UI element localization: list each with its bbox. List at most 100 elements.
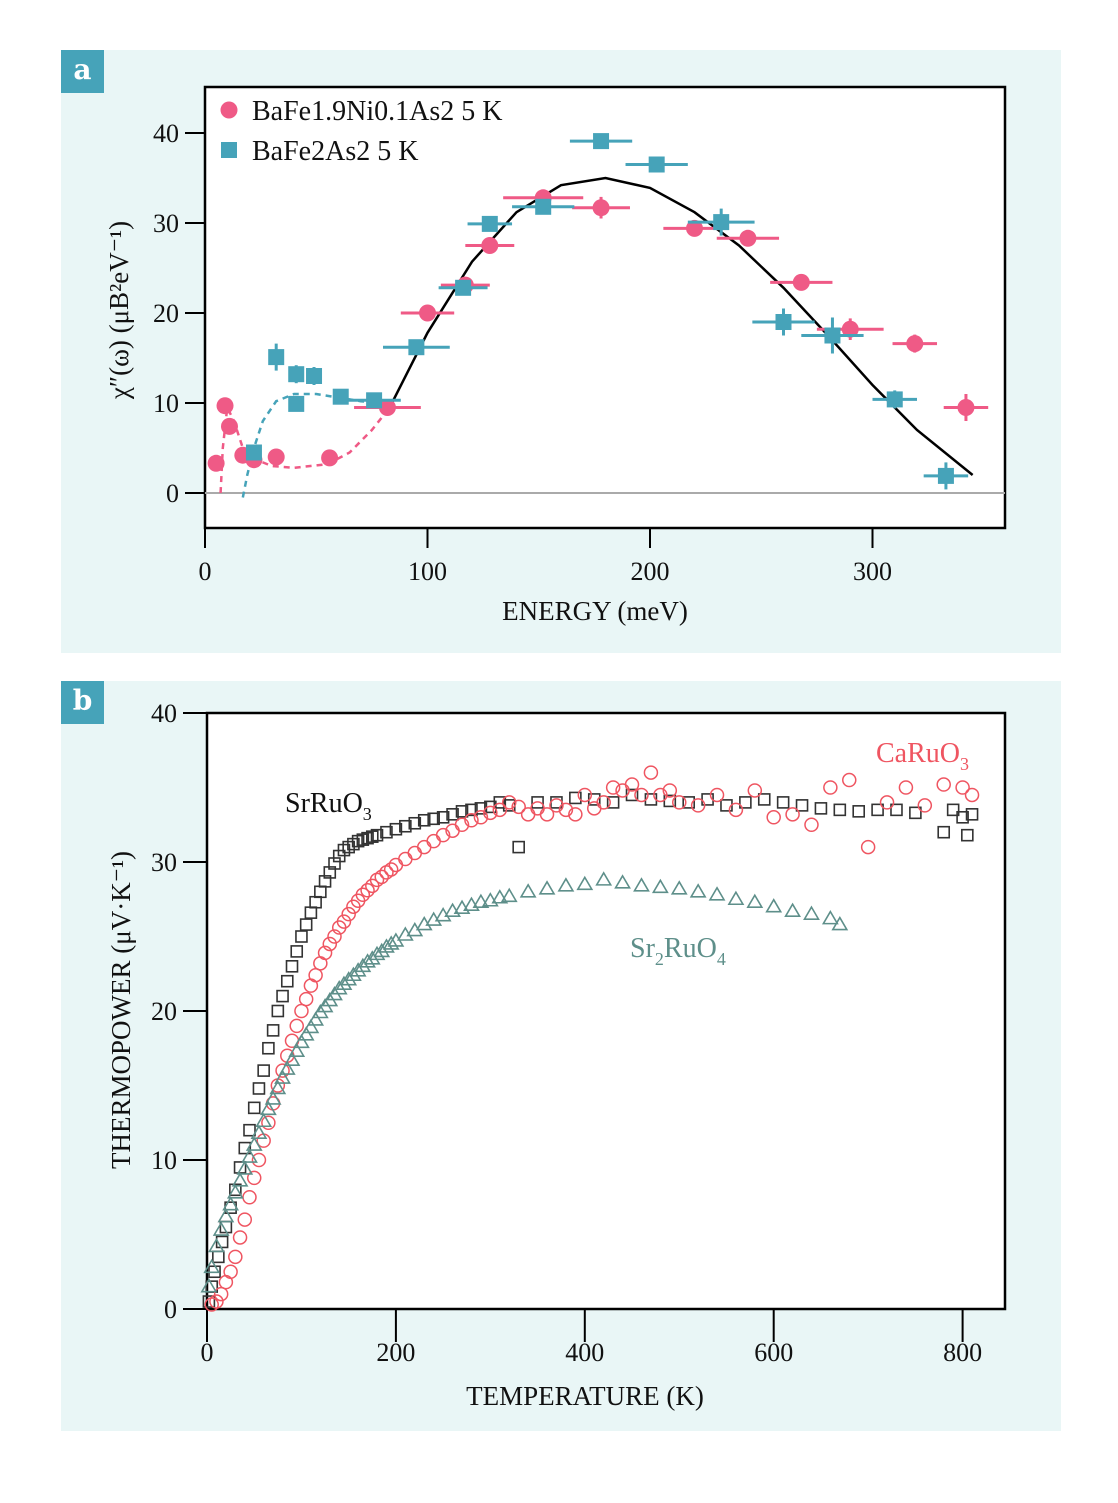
- y-axis-label-b: THERMOPOWER (μV·K⁻¹): [106, 851, 136, 1169]
- data-point-triangle: [765, 898, 783, 913]
- data-point-circle: [242, 1190, 257, 1205]
- data-point-square: [271, 1004, 285, 1018]
- data-point-square: [455, 805, 469, 818]
- data-point-triangle: [302, 1018, 320, 1034]
- annotation-text: RuO: [664, 933, 717, 964]
- data-point-circle: [823, 780, 838, 795]
- data-point-circle: [321, 449, 339, 467]
- data-point-square: [446, 808, 459, 821]
- data-point-square: [946, 803, 960, 817]
- data-point-triangle: [831, 915, 849, 931]
- data-point-circle: [355, 887, 371, 903]
- data-point-square: [535, 198, 552, 215]
- data-point-circle: [289, 1018, 304, 1034]
- x-tick-label-a: 100: [408, 557, 447, 586]
- data-point-circle: [686, 219, 703, 237]
- data-point-circle: [785, 807, 800, 822]
- data-point-square: [427, 812, 440, 826]
- data-point-circle: [728, 802, 744, 818]
- data-point-square: [937, 467, 954, 484]
- data-point-square: [288, 395, 305, 412]
- x-axis-label-a: ENERGY (meV): [502, 596, 688, 626]
- data-point-square: [937, 825, 951, 839]
- data-point-circle: [577, 787, 593, 803]
- data-point-circle: [360, 883, 375, 898]
- data-point-circle: [435, 827, 451, 843]
- data-point-circle: [220, 417, 238, 435]
- x-tick-label-b: 200: [376, 1338, 415, 1367]
- panel-label-b: b: [61, 681, 104, 724]
- x-tick-label-a: 300: [853, 557, 892, 586]
- data-point-triangle: [349, 962, 367, 977]
- data-point-triangle: [293, 1033, 310, 1049]
- data-point-square: [215, 1235, 229, 1249]
- data-point-triangle: [297, 1026, 315, 1041]
- data-point-square: [775, 314, 792, 330]
- y-tick-label-b: 0: [164, 1295, 177, 1324]
- data-point-circle: [539, 807, 555, 822]
- annotation-text: SrRuO: [285, 788, 363, 819]
- data-point-circle: [232, 1230, 248, 1245]
- annotation-caruo3: CaRuO3: [876, 738, 969, 774]
- data-point-circle: [383, 862, 399, 877]
- data-point-square: [366, 392, 383, 409]
- data-point-square: [484, 800, 497, 814]
- data-point-circle: [906, 335, 924, 353]
- data-point-circle: [672, 795, 687, 810]
- data-point-circle: [327, 929, 342, 944]
- y-tick-label-b: 20: [151, 997, 177, 1026]
- data-point-square: [833, 803, 847, 817]
- data-point-circle: [841, 320, 859, 338]
- x-tick-label-b: 800: [943, 1338, 982, 1367]
- data-point-triangle: [274, 1069, 291, 1084]
- y-tick-label-a: 20: [153, 299, 179, 328]
- fit-curve-pink-dashed: [219, 403, 391, 494]
- data-point-triangle: [250, 1124, 268, 1139]
- y-tick-label-a: 0: [166, 479, 179, 508]
- data-point-circle: [747, 783, 763, 798]
- data-point-triangle: [217, 1208, 235, 1223]
- data-point-circle: [483, 805, 498, 821]
- data-point-square: [262, 1041, 275, 1055]
- data-point-square: [824, 327, 841, 344]
- data-point-square: [512, 840, 525, 854]
- data-point-circle: [492, 802, 508, 818]
- data-point-triangle: [345, 966, 362, 982]
- y-tick-label-a: 40: [153, 119, 179, 148]
- data-point-triangle: [264, 1090, 282, 1105]
- data-point-circle: [624, 777, 640, 792]
- data-point-triangle: [363, 950, 381, 965]
- data-point-triangle: [335, 975, 353, 990]
- y-tick-label-b: 30: [151, 848, 177, 877]
- chart-a: 0 10 20 30 40 0 100 200 300 ENERGY (meV) χ″(ω) (μB…: [104, 85, 1007, 626]
- data-point-square: [776, 796, 790, 809]
- data-point-circle: [596, 795, 611, 810]
- data-point-circle: [792, 273, 810, 291]
- y-tick-label-a: 30: [153, 209, 179, 238]
- data-point-square: [481, 215, 498, 232]
- data-point-circle: [634, 787, 649, 803]
- data-point-square: [593, 133, 610, 150]
- legend-label: BaFe2As2 5 K: [252, 136, 418, 167]
- data-point-triangle: [519, 883, 537, 898]
- data-point-circle: [964, 787, 980, 803]
- data-point-square: [606, 796, 620, 809]
- annotation-subscript: 3: [960, 754, 969, 774]
- data-point-triangle: [382, 935, 400, 950]
- panel-label-a: a: [61, 50, 104, 93]
- data-point-circle: [842, 772, 857, 788]
- x-tick-label-b: 400: [565, 1338, 604, 1367]
- data-point-circle: [957, 399, 975, 416]
- data-point-square: [332, 388, 349, 405]
- data-point-square: [648, 156, 665, 173]
- data-point-circle: [378, 399, 396, 416]
- data-point-circle: [374, 869, 389, 885]
- data-point-square: [288, 366, 305, 383]
- x-axis-label-b: TEMPERATURE (K): [466, 1381, 704, 1411]
- data-point-circle: [936, 777, 951, 792]
- data-point-triangle: [538, 880, 556, 895]
- data-point-triangle: [330, 980, 348, 995]
- data-point-circle: [605, 780, 621, 795]
- data-point-circle: [237, 1212, 253, 1227]
- data-point-circle: [662, 783, 678, 798]
